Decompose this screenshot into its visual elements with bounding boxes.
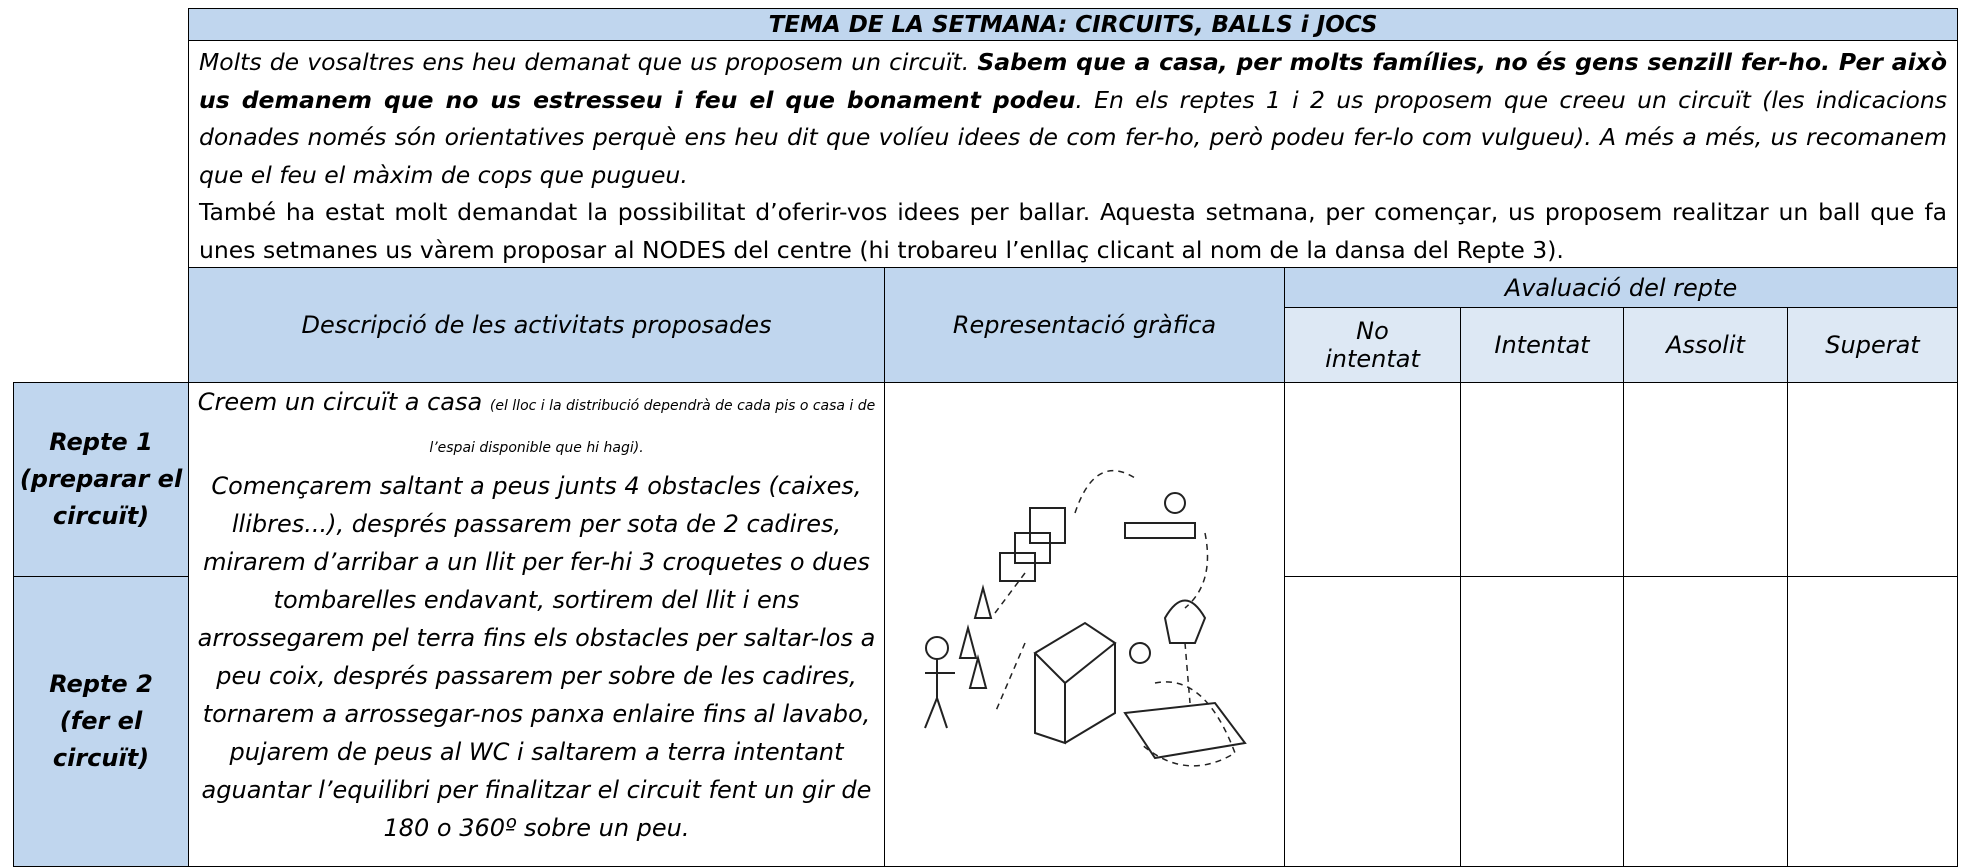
intro-text: Molts de vosaltres ens heu demanat que u… (199, 48, 978, 76)
circuit-drawing (924, 469, 1247, 767)
row-label: Repte 1 (preparar el circuït) (13, 382, 189, 577)
stool (1163, 599, 1207, 644)
child (925, 636, 949, 660)
child (1164, 492, 1186, 514)
description-cell: Creem un circuït a casa (el lloc i la di… (188, 382, 885, 867)
child (1129, 642, 1151, 664)
level-header: No intentat (1284, 307, 1461, 383)
eval-cell[interactable] (1623, 576, 1788, 867)
chair (999, 552, 1036, 582)
eval-cell[interactable] (1460, 576, 1624, 867)
title: TEMA DE LA SETMANA: CIRCUITS, BALLS i JO… (188, 8, 1958, 41)
chair (1014, 532, 1051, 564)
intro-text: . En els reptes 1 i 2 us proposem que cr… (199, 85, 1948, 189)
mat (1123, 701, 1247, 760)
intro-emphasis: Sabem que a casa, per molts famílies, no… (199, 48, 1948, 114)
description-heading: Creem un circuït a casa (197, 388, 483, 416)
eval-cell[interactable] (1787, 576, 1958, 867)
level-header: Intentat (1460, 307, 1624, 383)
eval-cell[interactable] (1460, 382, 1624, 577)
bench (1033, 621, 1117, 745)
description-note: (el lloc i la distribució dependrà de ca… (429, 398, 876, 456)
header-description: Descripció de les activitats proposades (188, 267, 885, 383)
eval-cell[interactable] (1787, 382, 1958, 577)
chair (1029, 507, 1066, 544)
intro-paragraph: Molts de vosaltres ens heu demanat que u… (199, 44, 1947, 194)
path-arrow (994, 469, 1236, 767)
level-header: Superat (1787, 307, 1958, 383)
bed (1124, 522, 1196, 539)
description-text: Començarem saltant a peus junts 4 obstac… (197, 472, 876, 842)
child-body (924, 659, 955, 729)
graphic-cell (884, 382, 1285, 867)
eval-cell[interactable] (1623, 382, 1788, 577)
eval-cell[interactable] (1284, 382, 1461, 577)
header-graphic: Representació gràfica (884, 267, 1285, 383)
intro-paragraph: També ha estat molt demandat la possibil… (199, 198, 1947, 264)
intro: Molts de vosaltres ens heu demanat que u… (188, 40, 1958, 268)
header-evaluation: Avaluació del repte (1284, 267, 1958, 308)
row-label: Repte 2 (fer el circuït) (13, 576, 189, 867)
eval-cell[interactable] (1284, 576, 1461, 867)
cone (958, 584, 993, 689)
level-header: Assolit (1623, 307, 1788, 383)
